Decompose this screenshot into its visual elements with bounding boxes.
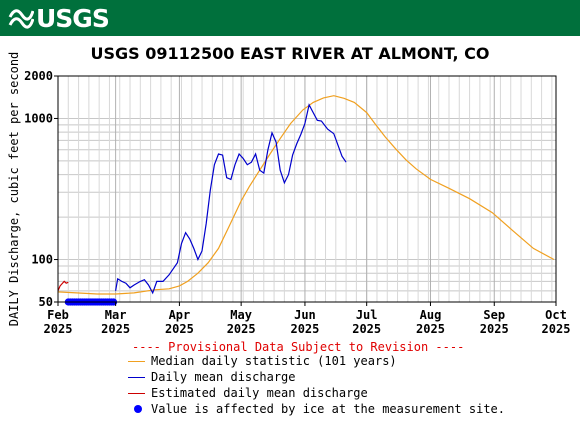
provisional-notice: ---- Provisional Data Subject to Revisio… — [132, 340, 465, 354]
usgs-wave-icon — [8, 5, 35, 31]
x-tick-year: 2025 — [480, 322, 509, 336]
y-tick-label: 50 — [39, 295, 53, 309]
y-tick-label: 100 — [31, 253, 53, 267]
ice-markers — [64, 298, 118, 306]
x-tick-month: Feb — [47, 308, 69, 322]
legend-swatch-estimated — [128, 393, 145, 394]
legend-item-daily-mean: Daily mean discharge — [122, 370, 562, 386]
plot-frame — [57, 75, 557, 303]
x-tick-year: 2025 — [44, 322, 73, 336]
legend-item-ice: Value is affected by ice at the measurem… — [122, 402, 562, 418]
usgs-banner: USGS — [0, 0, 580, 36]
legend-item-estimated: Estimated daily mean discharge — [122, 386, 562, 402]
legend-label-daily-mean: Daily mean discharge — [151, 370, 296, 384]
x-tick-year: 2025 — [290, 322, 319, 336]
y-tick-label: 2000 — [24, 69, 53, 83]
axes: 5010010002000Feb2025Mar2025Apr2025May202… — [24, 69, 570, 336]
grid — [57, 76, 557, 302]
legend-item-median: Median daily statistic (101 years) — [122, 354, 562, 370]
series-line-1 — [115, 103, 347, 295]
usgs-logo[interactable]: USGS — [8, 3, 110, 33]
x-tick-month: Sep — [483, 308, 505, 322]
series-lines — [57, 95, 555, 295]
x-tick-year: 2025 — [352, 322, 381, 336]
series-line-2 — [57, 280, 69, 292]
legend-label-median: Median daily statistic (101 years) — [151, 354, 397, 368]
legend-swatch-median — [128, 361, 145, 362]
x-tick-month: Oct — [545, 308, 567, 322]
legend-label-estimated: Estimated daily mean discharge — [151, 386, 368, 400]
legend-swatch-daily-mean — [128, 377, 145, 378]
x-tick-year: 2025 — [101, 322, 130, 336]
series-line-0 — [57, 95, 555, 295]
y-tick-label: 1000 — [24, 111, 53, 125]
x-tick-month: Jun — [294, 308, 316, 322]
usgs-logo-text: USGS — [36, 3, 110, 33]
x-tick-year: 2025 — [165, 322, 194, 336]
x-tick-year: 2025 — [416, 322, 445, 336]
chart-title: USGS 09112500 EAST RIVER AT ALMONT, CO — [90, 44, 490, 63]
y-axis-label: DAILY Discharge, cubic feet per second — [7, 52, 21, 327]
legend-label-ice: Value is affected by ice at the measurem… — [151, 402, 506, 416]
x-tick-month: Apr — [169, 308, 191, 322]
legend-swatch-ice — [134, 405, 142, 413]
x-tick-month: Mar — [105, 308, 127, 322]
x-tick-year: 2025 — [542, 322, 571, 336]
x-tick-month: May — [230, 308, 252, 322]
x-tick-month: Aug — [420, 308, 442, 322]
x-tick-year: 2025 — [227, 322, 256, 336]
x-tick-month: Jul — [356, 308, 378, 322]
